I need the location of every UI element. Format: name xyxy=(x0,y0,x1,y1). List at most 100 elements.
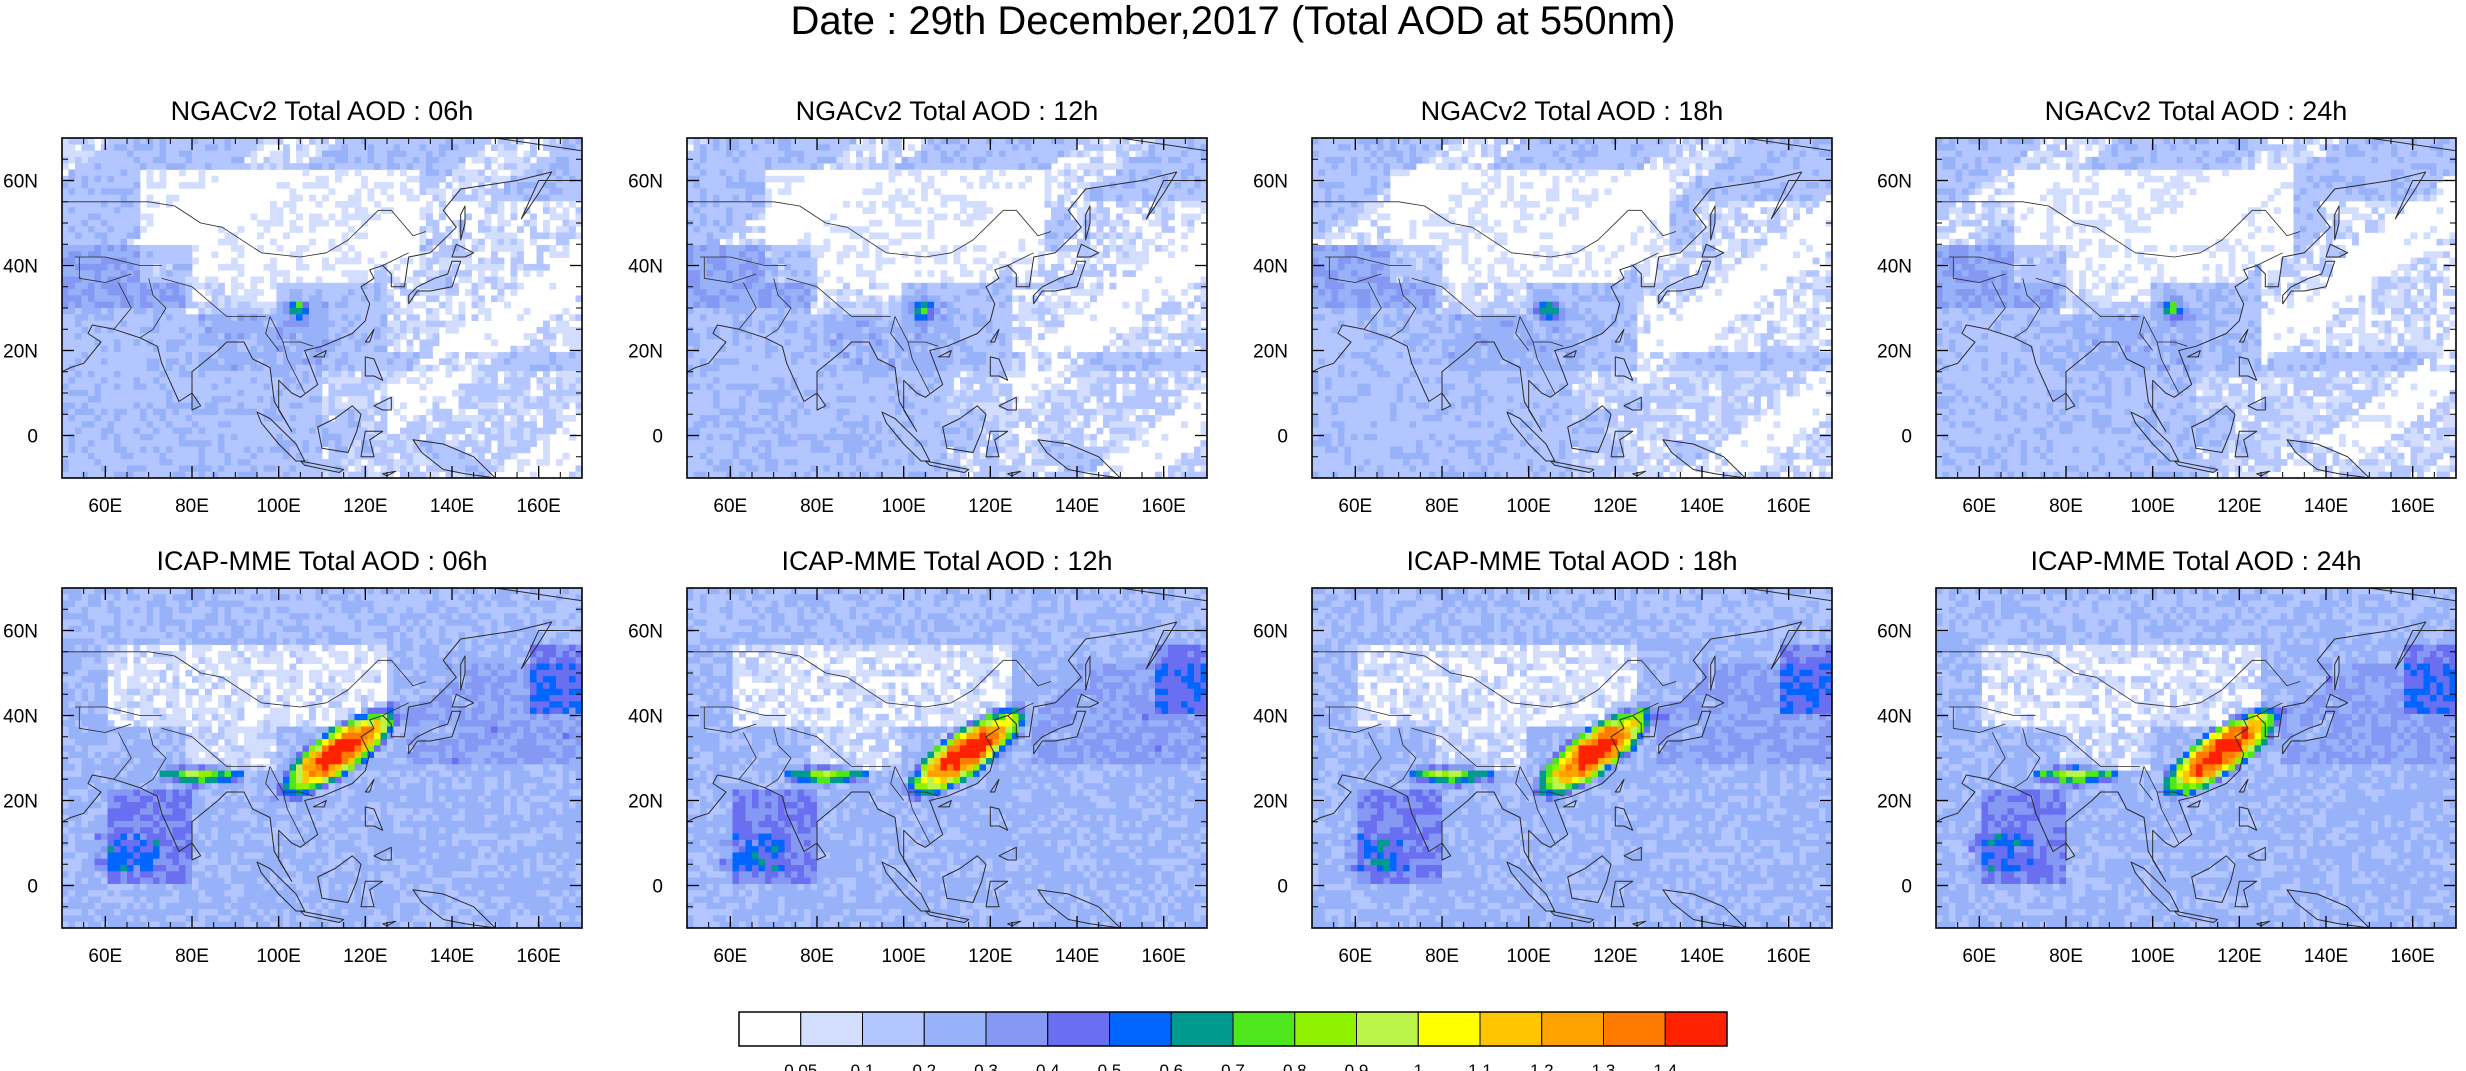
coastlines xyxy=(62,588,582,928)
lon-tick-label: 80E xyxy=(800,496,834,517)
lon-tick-label: 120E xyxy=(343,496,387,517)
coastlines xyxy=(1312,138,1832,478)
colorbar-swatch xyxy=(800,1011,863,1047)
coastlines xyxy=(1312,588,1832,928)
colorbar-label: 1.2 xyxy=(1530,1061,1554,1071)
lon-tick-label: 160E xyxy=(1141,496,1185,517)
map-panels: NGACv2 Total AOD : 06h 60E 80E 100E 120E 140E… xyxy=(3,96,2457,967)
colorbar-label: 0.6 xyxy=(1159,1061,1183,1071)
lon-tick-label: 160E xyxy=(2390,946,2434,967)
lon-tick-label: 140E xyxy=(1055,946,1099,967)
colorbar-swatch xyxy=(1356,1011,1419,1047)
lat-tick-label: 0 xyxy=(27,427,38,448)
panel-title: NGACv2 Total AOD : 18h xyxy=(1421,96,1724,126)
aod-field xyxy=(687,588,1207,928)
colorbar-swatch xyxy=(1664,1011,1728,1047)
lon-tick-label: 120E xyxy=(2217,946,2261,967)
lon-tick-label: 80E xyxy=(800,946,834,967)
lon-tick-label: 100E xyxy=(881,496,925,517)
colorbar-label: 1.4 xyxy=(1653,1061,1677,1071)
aod-field xyxy=(62,138,582,478)
colorbar-swatch xyxy=(862,1011,925,1047)
panel-title: ICAP-MME Total AOD : 12h xyxy=(781,546,1112,576)
lon-tick-label: 80E xyxy=(1425,496,1459,517)
colorbar-label: 1 xyxy=(1414,1061,1423,1071)
lon-tick-label: 60E xyxy=(713,496,747,517)
lon-tick-label: 140E xyxy=(430,496,474,517)
lon-tick-label: 100E xyxy=(256,496,300,517)
lat-tick-label: 40N xyxy=(1253,257,1288,278)
colorbar-label: 1.1 xyxy=(1468,1061,1492,1071)
aod-field xyxy=(1936,588,2456,928)
lon-tick-label: 140E xyxy=(1055,496,1099,517)
lat-tick-label: 60N xyxy=(3,172,38,193)
lon-tick-label: 160E xyxy=(516,946,560,967)
colorbar-swatch xyxy=(1294,1011,1357,1047)
lon-tick-label: 100E xyxy=(2130,946,2174,967)
lon-tick-label: 80E xyxy=(175,946,209,967)
lon-tick-label: 140E xyxy=(1680,946,1724,967)
lat-tick-label: 0 xyxy=(1901,427,1912,448)
lat-tick-label: 60N xyxy=(1877,622,1912,643)
map-panel: NGACv2 Total AOD : 24h 60E 80E 100E 120E 140E… xyxy=(1877,96,2457,517)
lon-tick-label: 140E xyxy=(1680,496,1724,517)
lon-tick-label: 100E xyxy=(2130,496,2174,517)
colorbar-label: 0.7 xyxy=(1221,1061,1245,1071)
map-panel: ICAP-MME Total AOD : 24h 60E 80E 100E 120E 14… xyxy=(1877,546,2457,967)
lon-tick-label: 60E xyxy=(1962,946,1996,967)
colorbar-swatch xyxy=(1603,1011,1666,1047)
lat-tick-label: 0 xyxy=(1277,877,1288,898)
lon-tick-label: 120E xyxy=(343,946,387,967)
panel-title: ICAP-MME Total AOD : 18h xyxy=(1406,546,1737,576)
lat-tick-label: 60N xyxy=(1877,172,1912,193)
colorbar-swatch xyxy=(1541,1011,1604,1047)
lat-tick-label: 40N xyxy=(628,707,663,728)
lon-tick-label: 100E xyxy=(256,946,300,967)
lon-tick-label: 60E xyxy=(88,946,122,967)
lat-tick-label: 20N xyxy=(3,792,38,813)
lon-tick-label: 120E xyxy=(968,496,1012,517)
aod-field xyxy=(1312,588,1832,928)
lat-tick-label: 60N xyxy=(628,622,663,643)
colorbar-label: 0.1 xyxy=(851,1061,875,1071)
aod-field xyxy=(1936,138,2456,478)
colorbar-label: 0.3 xyxy=(974,1061,998,1071)
panel-title: NGACv2 Total AOD : 24h xyxy=(2045,96,2348,126)
colorbar-swatch xyxy=(985,1011,1049,1047)
lon-tick-label: 80E xyxy=(2049,496,2083,517)
lat-tick-label: 40N xyxy=(1253,707,1288,728)
map-panel: NGACv2 Total AOD : 18h 60E 80E 100E 120E 140E… xyxy=(1253,96,1833,517)
map-panel: ICAP-MME Total AOD : 12h 60E 80E 100E 120E 14… xyxy=(628,546,1208,967)
panel-title: ICAP-MME Total AOD : 06h xyxy=(156,546,487,576)
colorbar-label: 0.2 xyxy=(912,1061,936,1071)
lon-tick-label: 80E xyxy=(1425,946,1459,967)
lat-tick-label: 20N xyxy=(1877,342,1912,363)
lon-tick-label: 120E xyxy=(968,946,1012,967)
lat-tick-label: 40N xyxy=(1877,707,1912,728)
lon-tick-label: 140E xyxy=(430,946,474,967)
lat-tick-label: 60N xyxy=(1253,622,1288,643)
figure-title: Date : 29th December,2017 (Total AOD at … xyxy=(791,0,1676,43)
aod-field xyxy=(687,138,1207,478)
lon-tick-label: 160E xyxy=(1141,946,1185,967)
lat-tick-label: 0 xyxy=(652,427,663,448)
panel-title: NGACv2 Total AOD : 06h xyxy=(171,96,474,126)
lon-tick-label: 60E xyxy=(713,946,747,967)
lon-tick-label: 80E xyxy=(175,496,209,517)
colorbar-label: 0.8 xyxy=(1283,1061,1307,1071)
lon-tick-label: 160E xyxy=(1766,496,1810,517)
colorbar-label: 1.3 xyxy=(1592,1061,1616,1071)
lon-tick-label: 160E xyxy=(2390,496,2434,517)
colorbar-label: 0.5 xyxy=(1098,1061,1122,1071)
colorbar-swatch xyxy=(923,1011,987,1047)
colorbar-label: 0.4 xyxy=(1036,1061,1060,1071)
colorbar-swatch xyxy=(1479,1011,1543,1047)
colorbar-label: 0.9 xyxy=(1345,1061,1369,1071)
colorbar-swatch xyxy=(1232,1011,1296,1047)
lat-tick-label: 60N xyxy=(3,622,38,643)
lon-tick-label: 100E xyxy=(881,946,925,967)
lon-tick-label: 140E xyxy=(2304,496,2348,517)
lat-tick-label: 40N xyxy=(1877,257,1912,278)
lon-tick-label: 60E xyxy=(1338,496,1372,517)
